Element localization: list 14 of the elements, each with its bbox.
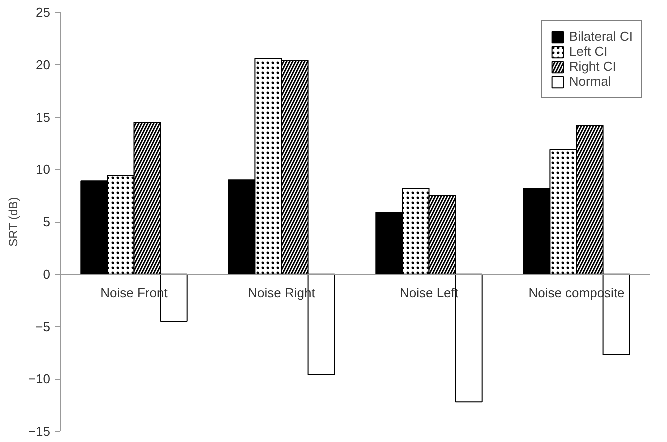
y-tick-label: 15 [36, 110, 51, 125]
y-tick-label: −10 [28, 372, 51, 387]
legend-label: Right CI [569, 59, 616, 74]
y-tick-label: 25 [36, 5, 51, 20]
legend-label: Bilateral CI [569, 29, 633, 44]
y-tick-label: −5 [36, 319, 51, 334]
y-tick-label: 0 [43, 266, 51, 282]
y-axis-title: SRT (dB) [6, 197, 20, 247]
y-tick-label: −15 [28, 424, 51, 439]
y-tick-label: 10 [36, 162, 51, 178]
y-tick-label: 5 [43, 214, 51, 230]
y-tick-label: 20 [36, 57, 51, 72]
legend-label: Normal [569, 74, 612, 89]
legend-label: Left CI [569, 44, 608, 59]
